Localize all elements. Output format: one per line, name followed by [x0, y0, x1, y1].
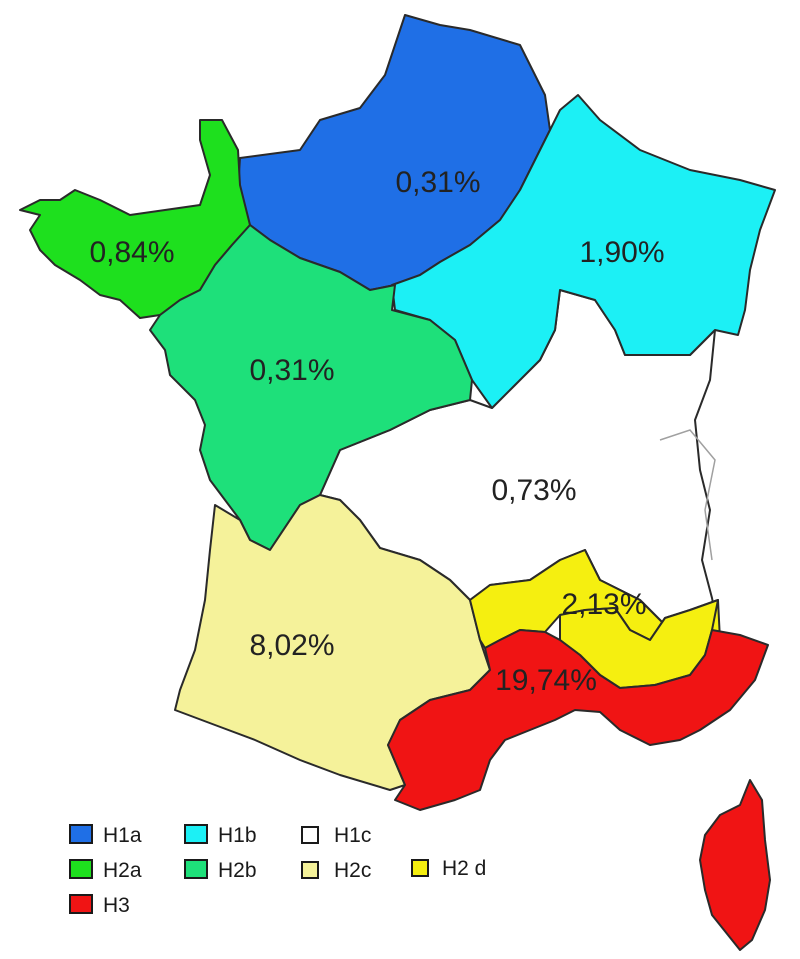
value-h2a: 0,84%	[89, 236, 174, 269]
legend-swatch-h1b	[184, 824, 208, 844]
legend-label-h1c: H1c	[334, 824, 371, 847]
legend-swatch-h1c	[301, 826, 319, 844]
legend-swatch-h1a	[69, 824, 93, 844]
value-h2d: 2,13%	[561, 588, 646, 621]
legend-swatch-h2d	[411, 859, 429, 877]
legend-swatch-h2c	[301, 861, 319, 879]
legend-label-h2b: H2b	[218, 859, 257, 882]
legend-label-h1b: H1b	[218, 824, 257, 847]
value-h3: 19,74%	[495, 664, 597, 697]
legend: H1a H1b H1c H2a H2b H2c H2 d H3	[69, 824, 486, 917]
value-h1b: 1,90%	[579, 236, 664, 269]
legend-swatch-h2b	[184, 859, 208, 879]
legend-swatch-h3	[69, 894, 93, 914]
region-h3-corsica	[699, 779, 771, 951]
value-h1c: 0,73%	[491, 474, 576, 507]
inner-border-east	[659, 429, 716, 561]
legend-swatch-h2a	[69, 859, 93, 879]
value-h2c: 8,02%	[249, 629, 334, 662]
legend-label-h2a: H2a	[103, 859, 142, 882]
region-h1b	[391, 94, 776, 409]
legend-label-h1a: H1a	[103, 824, 142, 847]
legend-label-h2c: H2c	[334, 859, 371, 882]
region-h3	[387, 629, 769, 811]
legend-label-h2d: H2 d	[442, 857, 486, 880]
legend-label-h3: H3	[103, 894, 130, 917]
value-h2b: 0,31%	[249, 354, 334, 387]
value-h1a: 0,31%	[395, 166, 480, 199]
